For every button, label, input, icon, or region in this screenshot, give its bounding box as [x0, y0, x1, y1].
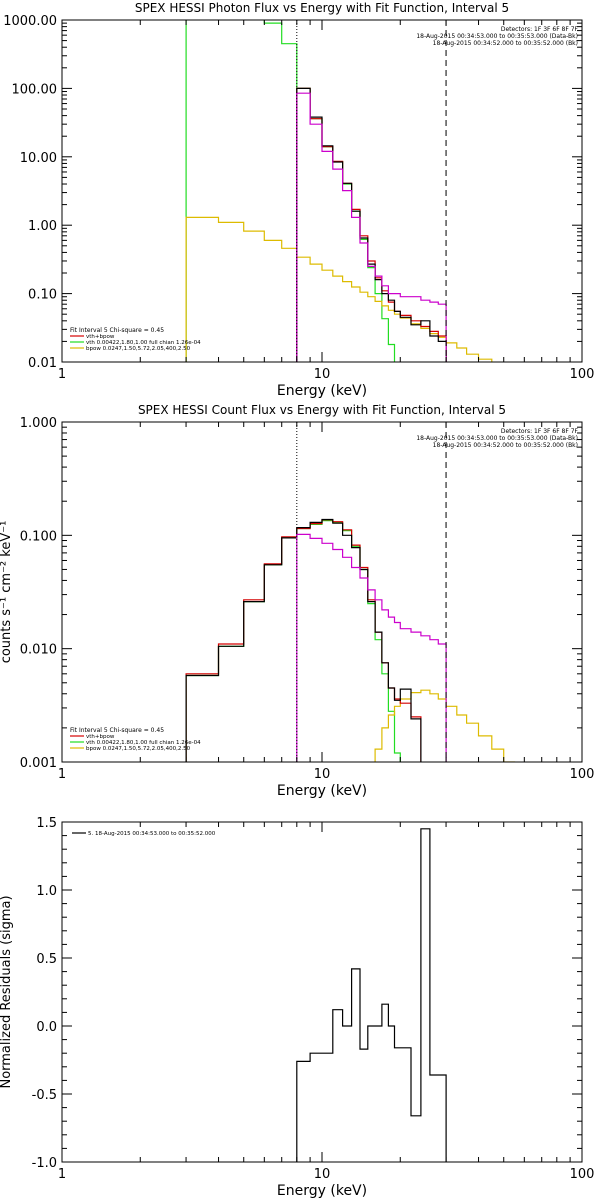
header-text: 18-Aug-2015 00:34:52.000 to 00:35:52.000…: [433, 442, 578, 449]
plot-frame: [61, 19, 583, 363]
y-tick-label: 100.00: [12, 82, 58, 97]
count-flux-title: SPEX HESSI Count Flux vs Energy with Fit…: [138, 403, 506, 417]
y-tick-label: 1.0: [36, 884, 57, 899]
legend-label-vth: vth 0.00422,1.80,1.00 full chian 1.26e-0…: [86, 740, 201, 746]
y-tick-label: -0.5: [32, 1088, 57, 1103]
plot-frame: [61, 421, 583, 763]
series-data: [185, 518, 422, 762]
y-tick-label: 0.01: [28, 356, 57, 371]
y-tick-label: 10.00: [20, 151, 57, 166]
y-tick-label: 1.000: [20, 416, 57, 431]
photon-flux-title: SPEX HESSI Photon Flux vs Energy with Fi…: [135, 1, 509, 15]
series-data: [296, 87, 447, 362]
header-text: Detectors: 1F 3F 6F 8F 7F: [501, 26, 579, 33]
y-tick-label: 0.5: [36, 952, 57, 967]
plot-area: [296, 828, 447, 1162]
series-bpow: [185, 216, 493, 362]
y-tick-label: 1.5: [36, 816, 57, 831]
photon-flux-panel: SPEX HESSI Photon Flux vs Energy with Fi…: [3, 1, 595, 399]
header-text: 18-Aug-2015 00:34:53.000 to 00:35:53.000…: [416, 33, 578, 40]
y-tick-label: 0.100: [20, 529, 57, 544]
header-text: Detectors: 1F 3F 6F 8F 7F: [501, 428, 579, 435]
residuals-panel: 1 10 100 Energy (keV) -1.0 -0.5 0.0 0.5 1.0 1.5 No…: [0, 816, 595, 1199]
legend-label-vth: vth 0.00422,1.80,1.00 full chian 1.26e-0…: [86, 340, 201, 346]
series-bpow: [374, 689, 516, 762]
legend-label-bpow: bpow 0.0247,1.50,5.72,2.05,400,2.50: [86, 346, 191, 352]
count-flux-panel: SPEX HESSI Count Flux vs Energy with Fit…: [0, 403, 595, 799]
x-tick-label: 10: [314, 767, 331, 782]
x-axis-label: Energy (keV): [277, 783, 367, 799]
legend-label-data: 5. 18-Aug-2015 00:34:53.000 to 00:35:52.…: [88, 831, 216, 837]
legend-title: Fit Interval 5 Chi-square = 0.45: [70, 727, 164, 734]
legend-title: Fit Interval 5 Chi-square = 0.45: [70, 327, 164, 334]
y-tick-label: 0.0: [36, 1020, 57, 1035]
y-tick-label: 1000.00: [3, 14, 57, 29]
x-tick-label: 10: [314, 1167, 331, 1182]
y-axis-label: Normalized Residuals (sigma): [0, 895, 14, 1088]
legend-label-bk_plus_fit: vth+bpow: [86, 734, 115, 740]
legend-label-bpow: bpow 0.0247,1.50,5.72,2.05,400,2.50: [86, 746, 191, 752]
series-bk: [296, 533, 447, 762]
y-tick-label: 0.10: [28, 288, 57, 303]
y-tick-label: 0.010: [20, 643, 57, 658]
y-tick-label: 1.00: [28, 219, 57, 234]
series-bk_plus_fit: [296, 87, 447, 362]
y-tick-label: 0.001: [20, 756, 57, 771]
x-tick-label: 1: [58, 1167, 66, 1182]
series-bk: [296, 92, 447, 362]
x-tick-label: 100: [570, 367, 595, 382]
x-axis-label: Energy (keV): [277, 383, 367, 399]
header-text: 18-Aug-2015 00:34:53.000 to 00:35:53.000…: [416, 435, 578, 442]
plot-frame: [61, 821, 583, 1163]
header-text: 18-Aug-2015 00:34:52.000 to 00:35:52.000…: [433, 40, 578, 47]
x-tick-label: 1: [58, 367, 66, 382]
x-tick-label: 10: [314, 367, 331, 382]
x-axis-label: Energy (keV): [277, 1183, 367, 1199]
series-bk_plus_fit: [185, 519, 422, 762]
legend-label-bk_plus_fit: vth+bpow: [86, 334, 115, 340]
x-tick-label: 100: [570, 1167, 595, 1182]
y-axis-label: counts s⁻¹ cm⁻² keV⁻¹: [0, 521, 14, 664]
plot-area: [185, 20, 493, 362]
y-tick-label: -1.0: [32, 1156, 57, 1171]
x-tick-label: 1: [58, 767, 66, 782]
x-tick-label: 100: [570, 767, 595, 782]
series-data: [296, 828, 447, 1162]
plot-area: [185, 518, 516, 762]
series-vth: [185, 20, 396, 362]
